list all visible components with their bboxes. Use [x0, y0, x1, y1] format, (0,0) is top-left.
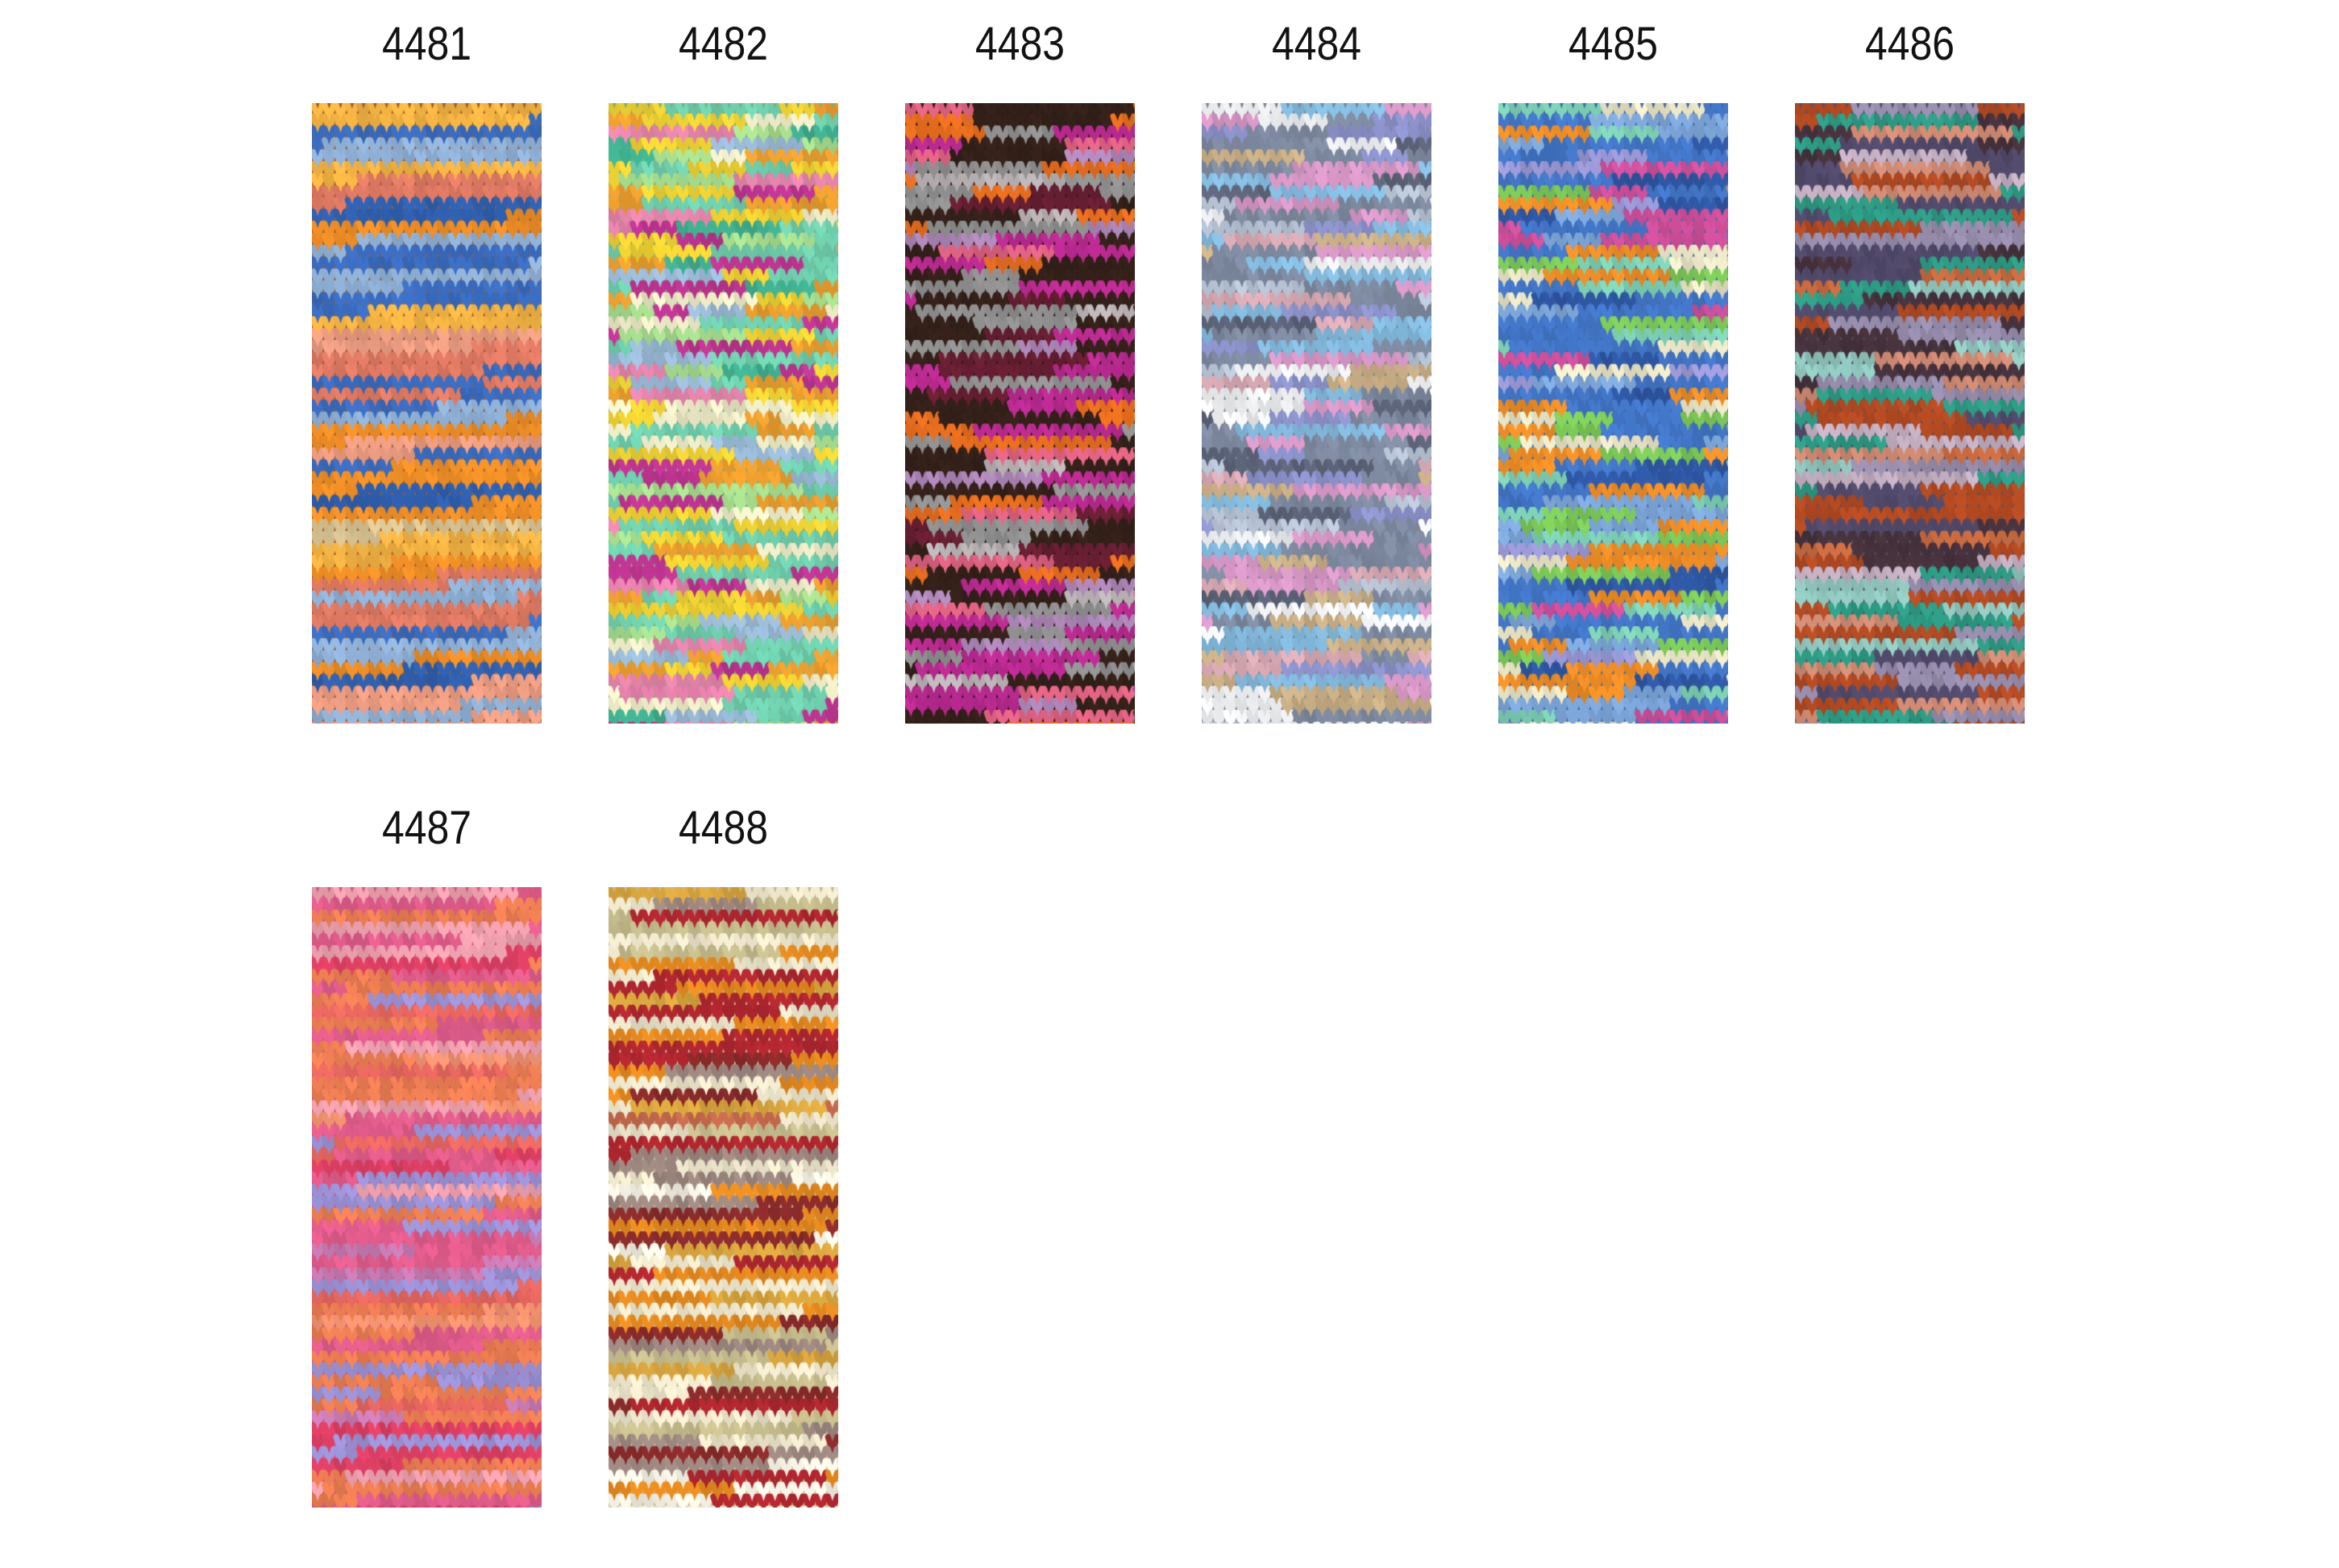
yarn-swatch-card: 4481 [312, 19, 542, 724]
knit-swatch-photo [905, 103, 1135, 724]
knit-swatch-photo [609, 103, 838, 724]
knit-swatch-photo [609, 887, 838, 1508]
yarn-swatch-card: 4488 [609, 803, 838, 1508]
knit-swatch-photo [312, 887, 542, 1508]
knit-swatch-photo [1202, 103, 1431, 724]
swatch-grid: 4481 4482 4483 4484 4485 4486 4487 4488 [312, 19, 2069, 1508]
yarn-swatch-card: 4482 [609, 19, 838, 724]
colorway-number: 4486 [1865, 18, 1955, 70]
yarn-swatch-card: 4486 [1795, 19, 2025, 724]
knit-swatch-photo [1795, 103, 2025, 724]
colorway-number: 4487 [382, 802, 472, 854]
knit-swatch-photo [1498, 103, 1728, 724]
yarn-swatch-card: 4484 [1202, 19, 1431, 724]
colorway-number: 4483 [975, 18, 1065, 70]
knit-swatch-photo [312, 103, 542, 724]
colorway-number: 4488 [679, 802, 768, 854]
colorway-number: 4484 [1272, 18, 1361, 70]
colorway-number: 4482 [679, 18, 768, 70]
colorway-number: 4485 [1568, 18, 1658, 70]
yarn-swatch-card: 4483 [905, 19, 1135, 724]
yarn-swatch-card: 4487 [312, 803, 542, 1508]
colorway-number: 4481 [382, 18, 472, 70]
yarn-swatch-card: 4485 [1498, 19, 1728, 724]
